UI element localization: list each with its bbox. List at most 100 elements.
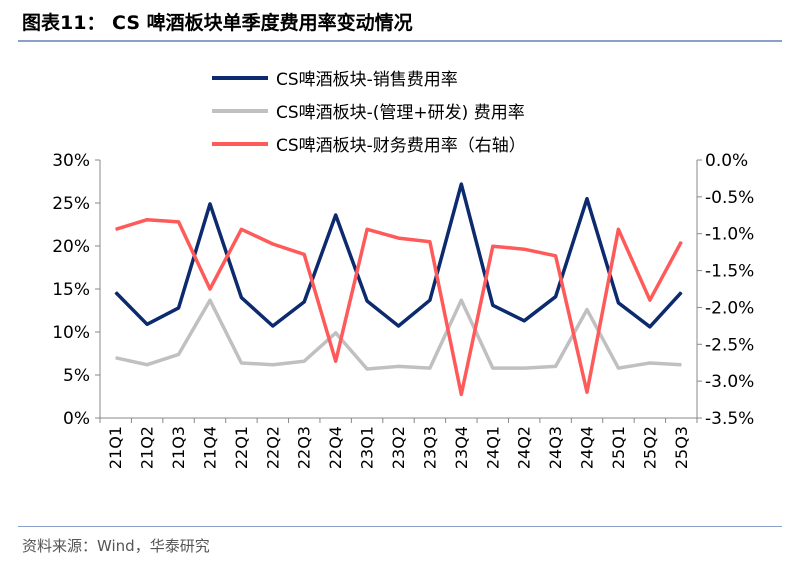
left-tick-label: 10%: [52, 323, 90, 343]
data-point-1: [523, 367, 525, 369]
x-tick-label: 21Q2: [138, 426, 157, 469]
x-tick-label: 21Q4: [200, 426, 219, 469]
data-point-2: [146, 219, 148, 221]
x-tick-label: 25Q1: [609, 426, 628, 469]
data-point-0: [146, 323, 148, 325]
data-point-1: [649, 362, 651, 364]
x-tick-label: 24Q2: [515, 426, 534, 469]
series-line-2: [115, 217, 683, 397]
data-point-0: [460, 183, 462, 185]
data-point-2: [303, 253, 305, 255]
right-tick-label: -1.5%: [705, 262, 754, 282]
x-tick-label: 24Q4: [578, 426, 597, 469]
data-point-0: [429, 299, 431, 301]
data-point-0: [209, 203, 211, 205]
data-point-0: [586, 198, 588, 200]
x-tick-label: 22Q2: [263, 426, 282, 469]
data-point-0: [366, 300, 368, 302]
right-tick-label: -2.0%: [705, 298, 754, 318]
x-tick-label: 25Q3: [672, 426, 691, 469]
data-point-1: [240, 362, 242, 364]
data-point-0: [649, 326, 651, 328]
x-tick-label: 22Q1: [232, 426, 251, 469]
data-point-2: [617, 228, 619, 230]
data-point-0: [555, 296, 557, 298]
data-point-1: [209, 299, 211, 301]
data-point-1: [303, 360, 305, 362]
data-point-2: [555, 255, 557, 257]
left-tick-label: 15%: [52, 280, 90, 300]
legend-label-2: CS啤酒板块-财务费用率（右轴）: [276, 136, 526, 156]
right-tick-label: -3.0%: [705, 372, 754, 392]
left-tick-label: 25%: [52, 194, 90, 214]
x-tick-label: 24Q1: [483, 426, 502, 469]
data-point-1: [492, 367, 494, 369]
data-point-2: [115, 228, 117, 230]
data-point-1: [586, 309, 588, 311]
data-point-0: [115, 291, 117, 293]
data-point-1: [146, 364, 148, 366]
data-point-2: [649, 299, 651, 301]
right-tick-label: 0.0%: [705, 151, 748, 171]
series-line-0: [114, 182, 683, 329]
left-tick-label: 20%: [52, 237, 90, 257]
data-point-1: [272, 364, 274, 366]
legend-label-1: CS啤酒板块-(管理+研发) 费用率: [276, 103, 525, 123]
source-note: 资料来源：Wind，华泰研究: [22, 537, 210, 555]
data-point-0: [492, 304, 494, 306]
data-point-2: [429, 241, 431, 243]
left-tick-label: 0%: [63, 409, 90, 429]
x-tick-label: 21Q1: [106, 426, 125, 469]
data-point-2: [209, 288, 211, 290]
data-point-1: [680, 364, 682, 366]
x-tick-label: 23Q1: [358, 426, 377, 469]
data-point-0: [335, 214, 337, 216]
data-point-0: [272, 325, 274, 327]
data-point-1: [335, 332, 337, 334]
data-point-2: [178, 221, 180, 223]
data-point-1: [366, 368, 368, 370]
data-point-0: [523, 320, 525, 322]
chart-title: 图表11： CS 啤酒板块单季度费用率变动情况: [22, 12, 413, 34]
x-tick-label: 21Q3: [169, 426, 188, 469]
data-point-1: [115, 357, 117, 359]
data-point-0: [178, 307, 180, 309]
data-point-1: [178, 353, 180, 355]
title-divider: [18, 40, 782, 42]
data-point-2: [586, 391, 588, 393]
data-point-0: [398, 325, 399, 327]
x-tick-label: 23Q3: [420, 426, 439, 469]
x-tick-label: 23Q4: [452, 426, 471, 469]
data-point-1: [429, 367, 431, 369]
left-tick-label: 5%: [63, 366, 90, 386]
data-point-2: [366, 228, 368, 230]
data-point-0: [617, 302, 619, 304]
left-tick-label: 30%: [52, 151, 90, 171]
data-point-0: [303, 301, 305, 303]
x-tick-label: 24Q3: [546, 426, 565, 469]
data-point-2: [492, 245, 494, 247]
right-tick-label: -2.5%: [705, 335, 754, 355]
data-point-1: [398, 365, 399, 367]
data-point-2: [335, 360, 337, 362]
data-point-2: [460, 393, 462, 395]
right-tick-label: -0.5%: [705, 188, 754, 208]
legend-label-0: CS啤酒板块-销售费用率: [276, 70, 458, 90]
x-tick-label: 22Q4: [326, 426, 345, 469]
data-point-2: [398, 237, 399, 239]
x-tick-label: 22Q3: [295, 426, 314, 469]
x-tick-label: 23Q2: [389, 426, 408, 469]
source-divider: [18, 526, 782, 527]
right-tick-label: -1.0%: [705, 225, 754, 245]
data-point-2: [240, 228, 242, 230]
data-point-2: [680, 241, 682, 243]
data-point-1: [617, 367, 619, 369]
data-point-2: [523, 248, 525, 250]
data-point-2: [272, 243, 274, 245]
data-point-0: [680, 291, 682, 293]
data-point-0: [240, 297, 242, 299]
data-point-1: [555, 365, 557, 367]
x-tick-label: 25Q2: [640, 426, 659, 469]
